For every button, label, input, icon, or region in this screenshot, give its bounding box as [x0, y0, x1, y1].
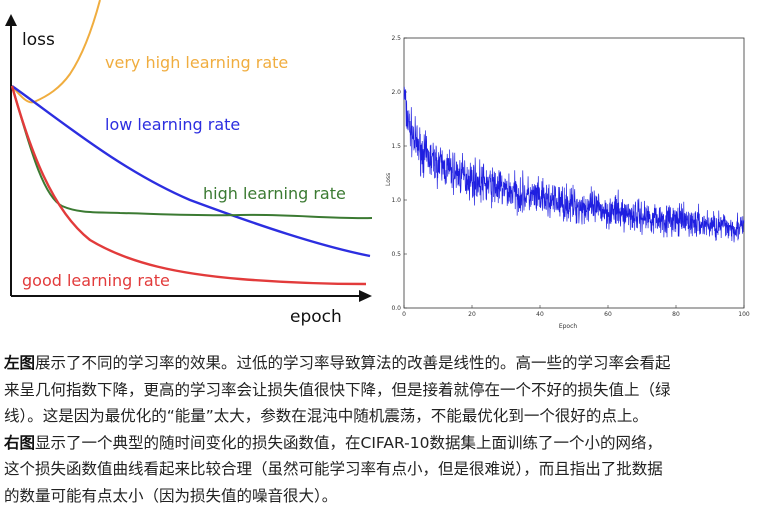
right-x-tick-label: 0	[402, 311, 406, 318]
left-y-axis-arrow	[5, 14, 17, 26]
caption-line: 右图显示了一个典型的随时间变化的损失函数值，在CIFAR-10数据集上面训练了一…	[4, 430, 756, 457]
loss-vs-epoch-chart: 0.0 0.5 1.0 1.5 2.0 2.5 0 20 40 60 80 100 Loss Epo…	[385, 35, 750, 330]
right-x-tick-label: 80	[672, 311, 680, 318]
right-y-tick-label: 1.5	[391, 143, 401, 150]
right-x-tick-label: 40	[536, 311, 544, 318]
legend-high-learning-rate: high learning rate	[203, 184, 346, 203]
right-y-tick-label: 2.0	[391, 89, 401, 96]
legend-very-high-learning-rate: very high learning rate	[105, 53, 288, 72]
caption-bold: 右图	[4, 433, 36, 452]
series-very-high-learning-rate	[11, 0, 101, 104]
caption-bold: 左图	[4, 354, 36, 372]
left-x-axis-arrow	[359, 290, 372, 302]
right-y-tick-label: 2.5	[391, 35, 401, 42]
left-xlabel: epoch	[290, 307, 342, 327]
right-ylabel: Loss	[385, 173, 392, 186]
caption: 左图展示了不同的学习率的效果。过低的学习率导致算法的改善是线性的。高一些的学习率…	[4, 350, 756, 509]
series-good-learning-rate	[10, 85, 367, 286]
series-high-learning-rate	[11, 85, 373, 220]
caption-text: 来呈几何指数下降，更高的学习率会让损失值很快下降，但是接着就停在一个不好的损失值…	[4, 380, 671, 399]
left-ylabel: loss	[22, 30, 55, 50]
right-x-ticks: 0 20 40 60 80 100	[402, 305, 750, 318]
caption-line: 左图展示了不同的学习率的效果。过低的学习率导致算法的改善是线性的。高一些的学习率…	[4, 350, 756, 377]
caption-line: 线）。这是因为最优化的“能量”太大，参数在混沌中随机震荡，不能最优化到一个很好的…	[4, 403, 756, 430]
caption-line: 这个损失函数值曲线看起来比较合理（虽然可能学习率有点小，但是很难说），而且指出了…	[4, 456, 756, 483]
right-plot-frame	[403, 37, 745, 309]
legend-low-learning-rate: low learning rate	[105, 115, 240, 134]
caption-line: 的数量可能有点太小（因为损失值的噪音很大）。	[4, 483, 756, 510]
right-y-tick-label: 1.0	[391, 197, 401, 204]
right-x-tick-label: 20	[468, 311, 476, 318]
series-low-learning-rate	[11, 85, 371, 258]
left-axes	[5, 14, 372, 302]
legend-good-learning-rate: good learning rate	[22, 271, 170, 290]
right-xlabel: Epoch	[559, 323, 578, 330]
caption-line: 来呈几何指数下降，更高的学习率会让损失值很快下降，但是接着就停在一个不好的损失值…	[4, 377, 756, 404]
caption-text: 线）。这是因为最优化的“能量”太大，参数在混沌中随机震荡，不能最优化到一个很好的…	[4, 407, 648, 425]
right-x-tick-label: 100	[738, 311, 750, 318]
caption-text: 这个损失函数值曲线看起来比较合理（虽然可能学习率有点小，但是很难说），而且指出了…	[4, 460, 663, 478]
right-x-tick-label: 60	[604, 311, 612, 318]
series-loss	[403, 86, 745, 243]
caption-text: 显示了一个典型的随时间变化的损失函数值，在CIFAR-10数据集上面训练了一个小…	[35, 433, 662, 452]
caption-text: 展示了不同的学习率的效果。过低的学习率导致算法的改善是线性的。高一些的学习率会看…	[35, 354, 671, 372]
learning-rate-chart: loss epoch very high learning rate low l…	[5, 0, 373, 327]
caption-text: 的数量可能有点太小（因为损失值的噪音很大）。	[4, 486, 338, 505]
right-y-tick-label: 0.5	[391, 251, 401, 258]
right-y-ticks: 0.0 0.5 1.0 1.5 2.0 2.5	[391, 35, 407, 312]
right-y-tick-label: 0.0	[391, 305, 401, 312]
